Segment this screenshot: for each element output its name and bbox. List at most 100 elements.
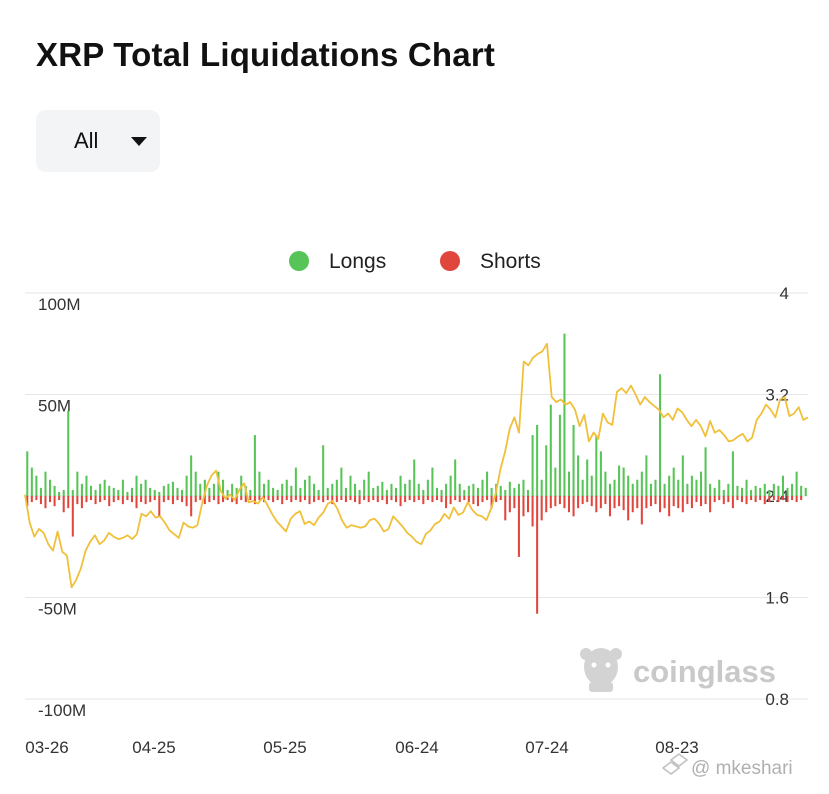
- long-bar: [736, 485, 739, 496]
- long-bar: [135, 475, 138, 496]
- long-bar: [372, 487, 375, 496]
- long-bar: [53, 485, 56, 496]
- short-bar: [49, 496, 52, 503]
- long-bar: [499, 485, 502, 496]
- longs-legend-dot: [289, 251, 309, 271]
- long-bar: [590, 475, 593, 496]
- short-bar: [490, 496, 493, 509]
- author-avatar-icon: [661, 753, 689, 775]
- long-bar: [171, 481, 174, 496]
- long-bar: [440, 489, 443, 496]
- x-tick-label: 06-24: [395, 738, 438, 757]
- short-bar: [71, 496, 74, 537]
- short-bar: [308, 496, 311, 505]
- long-bar: [199, 483, 202, 496]
- short-bar: [354, 496, 357, 503]
- long-bar: [567, 471, 571, 496]
- long-bar: [185, 475, 188, 496]
- short-bar: [759, 496, 762, 501]
- right-axis-ticks: 43.22.41.60.8: [765, 284, 789, 709]
- short-bar: [185, 496, 188, 507]
- long-bar: [490, 487, 493, 496]
- short-bar: [53, 496, 56, 507]
- short-bar: [413, 496, 416, 503]
- short-bar: [435, 496, 439, 501]
- long-bar: [699, 471, 703, 496]
- short-bar: [367, 496, 370, 503]
- short-bar: [276, 496, 279, 501]
- short-bar: [604, 496, 607, 505]
- short-bar: [153, 496, 156, 501]
- long-bar: [690, 475, 693, 496]
- long-bar: [631, 483, 634, 496]
- short-bar: [167, 496, 170, 501]
- long-bar: [540, 479, 543, 496]
- liquidation-filter-dropdown[interactable]: All: [36, 110, 160, 172]
- short-bar: [385, 496, 388, 505]
- short-bar: [281, 496, 284, 505]
- short-bar: [681, 496, 684, 513]
- short-bar: [754, 496, 757, 503]
- chart-grid: [25, 292, 808, 700]
- legend-item-shorts[interactable]: Shorts: [440, 250, 541, 273]
- short-bar: [522, 496, 525, 517]
- long-bar: [130, 487, 134, 496]
- long-bar: [731, 451, 734, 496]
- long-bar: [422, 489, 425, 496]
- short-bar: [249, 496, 252, 501]
- short-bar: [80, 496, 83, 509]
- long-bar: [686, 483, 689, 496]
- long-bar: [99, 483, 102, 496]
- left-tick-label: 50M: [38, 397, 71, 416]
- left-tick-label: -50M: [38, 600, 77, 619]
- long-bar: [181, 489, 184, 496]
- short-bar: [422, 496, 425, 505]
- long-bar: [791, 483, 794, 496]
- long-bar: [276, 489, 279, 496]
- long-bar: [754, 485, 757, 496]
- long-bar: [804, 487, 807, 496]
- short-bar: [750, 496, 753, 501]
- short-bar: [504, 496, 507, 521]
- short-bar: [690, 496, 693, 509]
- legend-item-longs[interactable]: Longs: [289, 250, 386, 273]
- caret-down-icon: [131, 137, 147, 146]
- right-tick-label: 3.2: [765, 386, 789, 405]
- short-bar: [317, 496, 320, 501]
- long-bar: [517, 483, 520, 496]
- short-bar: [476, 496, 479, 507]
- short-bar: [567, 496, 571, 513]
- short-bar: [162, 496, 165, 503]
- page-title: XRP Total Liquidations Chart: [36, 36, 496, 73]
- short-bar: [121, 496, 124, 505]
- short-bar: [540, 496, 543, 521]
- long-bar: [608, 483, 611, 496]
- short-bar: [458, 496, 461, 503]
- short-bar: [595, 496, 598, 513]
- long-bar: [176, 487, 179, 496]
- long-bar: [26, 451, 29, 496]
- short-bar: [85, 496, 88, 503]
- long-bar: [39, 487, 42, 496]
- short-bar: [294, 496, 297, 501]
- long-bar: [740, 487, 744, 496]
- long-bar: [149, 487, 152, 496]
- long-bar: [262, 483, 266, 496]
- short-bar: [745, 496, 748, 505]
- short-bar: [258, 496, 261, 501]
- long-bar: [777, 485, 780, 496]
- short-bar: [558, 496, 561, 505]
- short-bar: [344, 496, 347, 503]
- long-bar: [89, 485, 93, 496]
- short-bar: [431, 496, 434, 503]
- short-bar: [235, 496, 238, 505]
- short-bar: [463, 496, 466, 501]
- short-bar: [140, 496, 143, 503]
- short-bar: [713, 496, 716, 503]
- short-bar: [203, 496, 206, 505]
- credit-text: @ mkeshari: [691, 758, 793, 779]
- short-bar: [508, 496, 511, 513]
- long-bar: [167, 483, 170, 496]
- long-bar: [404, 483, 407, 496]
- long-bar: [349, 475, 352, 496]
